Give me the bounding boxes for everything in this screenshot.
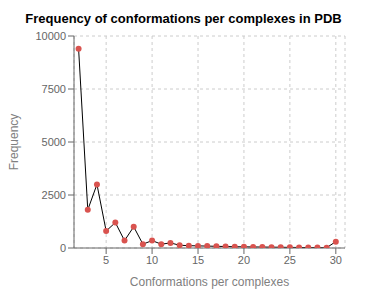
svg-text:15: 15: [192, 254, 204, 266]
svg-text:10: 10: [146, 254, 158, 266]
svg-text:0: 0: [60, 242, 66, 254]
html-text:Frequency of conformations per: Frequency of conformations per complexes…: [25, 11, 342, 26]
svg-text:Frequency: Frequency: [8, 114, 21, 171]
svg-text:10000: 10000: [35, 30, 66, 42]
svg-text:Conformations per complexes: Conformations per complexes: [130, 275, 289, 289]
svg-text:2500: 2500: [42, 189, 66, 201]
svg-text:20: 20: [238, 254, 250, 266]
svg-text:5: 5: [103, 254, 109, 266]
svg-text:7500: 7500: [42, 83, 66, 95]
svg-text:5000: 5000: [42, 136, 66, 148]
svg-text:25: 25: [284, 254, 296, 266]
svg-text:30: 30: [330, 254, 342, 266]
